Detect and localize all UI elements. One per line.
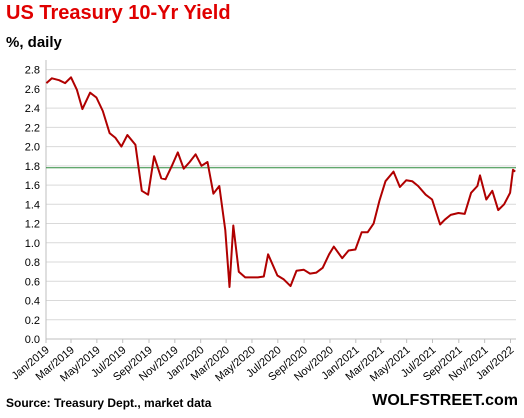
y-tick-label: 1.6	[25, 180, 40, 192]
y-tick-label: 1.4	[25, 199, 40, 211]
chart-title: US Treasury 10-Yr Yield	[6, 2, 231, 24]
brand-label: WOLFSTREET.com	[372, 392, 518, 409]
y-tick-label: 0.6	[25, 276, 40, 288]
y-tick-label: 2.6	[25, 84, 40, 96]
y-tick-label: 0.8	[25, 257, 40, 269]
yield-line	[45, 76, 516, 288]
source-note: Source: Treasury Dept., market data	[6, 396, 212, 410]
y-tick-label: 2.0	[25, 142, 40, 154]
y-tick-label: 0.0	[25, 334, 40, 346]
y-tick-label: 0.4	[25, 296, 40, 308]
y-tick-label: 0.2	[25, 315, 40, 327]
y-tick-label: 2.4	[25, 103, 40, 115]
chart-subtitle: %, daily	[6, 34, 62, 51]
y-tick-label: 1.8	[25, 161, 40, 173]
y-tick-label: 1.0	[25, 238, 40, 250]
y-tick-label: 2.8	[25, 65, 40, 77]
y-tick-label: 1.2	[25, 219, 40, 231]
y-tick-label: 2.2	[25, 122, 40, 134]
